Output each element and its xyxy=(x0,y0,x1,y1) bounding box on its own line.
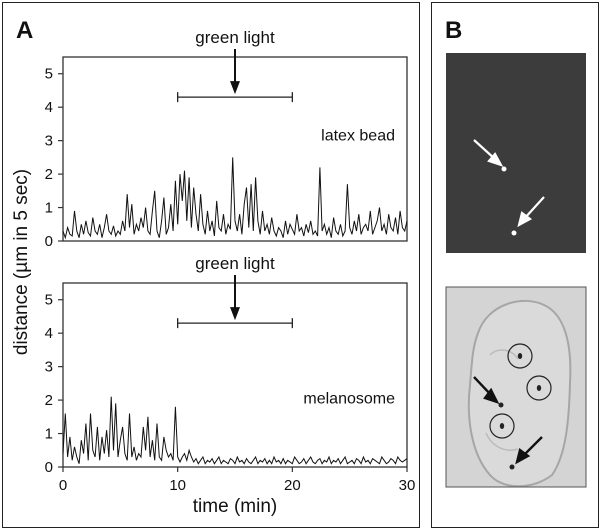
panel-a-charts: 0 1 2 3 4 5 latex bead green light 0 1 2 3 4 5 0 10 20 30… xyxy=(11,28,416,517)
down-arrow-icon xyxy=(230,307,240,321)
green-light-label: green light xyxy=(195,254,275,273)
green-light-label: green light xyxy=(195,28,275,47)
cell-outline xyxy=(467,299,572,488)
latex-bead xyxy=(498,402,504,408)
data-line xyxy=(62,396,408,465)
y-tick-label: 2 xyxy=(45,166,53,183)
y-tick-label: 1 xyxy=(45,200,53,217)
y-tick-label: 5 xyxy=(45,292,53,309)
y-axis-label: distance (µm in 5 sec) xyxy=(11,169,32,355)
y-tick-label: 3 xyxy=(45,359,53,376)
black-arrow-icon xyxy=(473,376,500,405)
white-arrow-icon xyxy=(517,196,545,228)
melanosome-circle xyxy=(526,375,552,401)
bright-particle-1 xyxy=(501,166,507,172)
bright-particle-2 xyxy=(511,230,517,236)
y-tick-label: 4 xyxy=(45,325,53,342)
x-tick-label: 0 xyxy=(59,477,67,494)
series-label: latex bead xyxy=(321,128,395,145)
chart-1: 0 1 2 3 4 5 latex bead green light xyxy=(45,28,408,250)
melanosome-circle xyxy=(507,343,533,369)
y-tick-label: 0 xyxy=(45,233,53,250)
x-tick-label: 10 xyxy=(169,477,186,494)
melanosome xyxy=(536,385,542,391)
white-arrow-icon xyxy=(473,139,504,167)
y-tick-label: 1 xyxy=(45,426,53,443)
down-arrow-icon xyxy=(230,81,240,95)
panel-b: B xyxy=(431,2,599,528)
y-tick-label: 5 xyxy=(45,66,53,83)
melanosome xyxy=(517,353,523,359)
x-tick-label: 30 xyxy=(399,477,416,494)
melanosome-circle xyxy=(489,413,515,439)
y-tick-label: 0 xyxy=(45,459,53,476)
latex-bead xyxy=(509,464,515,470)
y-tick-label: 4 xyxy=(45,99,53,116)
y-tick-label: 2 xyxy=(45,392,53,409)
black-arrow-icon xyxy=(515,436,543,465)
x-tick-label: 20 xyxy=(284,477,301,494)
melanosome xyxy=(499,423,505,429)
series-label: melanosome xyxy=(303,390,395,407)
panel-b-letter: B xyxy=(445,17,463,44)
cell-texture xyxy=(485,432,519,451)
brightfield-frame xyxy=(445,286,587,488)
y-tick-label: 3 xyxy=(45,133,53,150)
panel-a: A 0 1 2 3 4 5 latex bead green light 0 1 2 3 4 5 0 10 20… xyxy=(2,2,420,528)
panel-b-images xyxy=(445,53,587,488)
panel-a-letter: A xyxy=(16,17,34,44)
chart-2: 0 1 2 3 4 5 0 10 20 30 time (min) melanosome green l… xyxy=(45,254,416,517)
x-axis-label: time (min) xyxy=(193,496,277,517)
cell-texture xyxy=(489,349,519,360)
fluorescence-image xyxy=(446,53,586,253)
data-line xyxy=(62,157,408,240)
